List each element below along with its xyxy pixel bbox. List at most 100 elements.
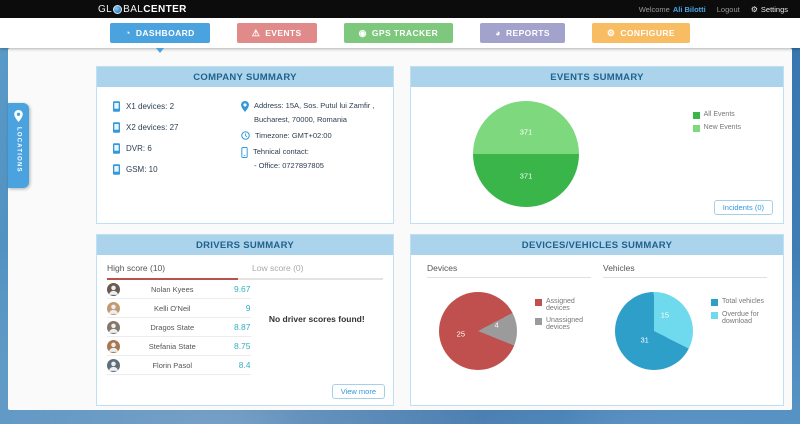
settings-label: Settings [760,4,788,14]
no-scores-message: No driver scores found! [268,313,365,324]
device-count-row: X1 devices: 2 [113,101,241,112]
dashboard-gauge-icon: ◔ [125,27,131,38]
nav-reports-button[interactable]: ◕ REPORTS [480,23,565,43]
nav-dashboard-label: DASHBOARD [135,28,195,38]
locations-side-tab[interactable]: LOCATIONS [8,103,29,188]
legend-item: Total vehicles [711,298,775,306]
low-score-empty-state: No driver scores found! [251,280,383,375]
device-icon [113,164,120,175]
view-more-button[interactable]: View more [331,384,385,399]
legend-label: New Events [703,124,741,131]
events-pie-chart: 371 371 [473,101,579,207]
map-pin-icon [241,101,249,112]
driver-row: Florin Pasol 8.4 [107,356,251,375]
logout-link[interactable]: Logout [716,4,740,14]
app-logo: GL BAL CENTER [98,4,187,15]
legend-swatch [535,318,542,325]
nav-events-button[interactable]: ⚠ EVENTS [236,23,317,43]
driver-row: Stefania State 8.75 [107,337,251,356]
driver-score: 8.87 [233,322,251,332]
pie-value-overdue: 15 [660,310,670,320]
legend-item: New Events [692,124,741,132]
warning-icon: ⚠ [251,27,261,38]
address-line1: Address: 15A, Sos. Putul lui Zamfir , [254,101,375,110]
driver-name: Dragos State [150,322,195,332]
legend-item: Overdue for download [711,311,775,325]
avatar [107,358,120,372]
contact-office: - Office: 0727897805 [254,161,324,170]
nav-gps-tracker-button[interactable]: ◉ GPS TRACKER [343,23,454,43]
device-count-label: DVR: 6 [126,144,152,153]
incidents-button[interactable]: Incidents (0) [713,200,773,215]
logo-text-bal: BAL [123,3,144,15]
topbar-user-area: Welcome Ali Bilotti Logout ⚙ Settings [639,5,788,14]
legend-label: Overdue for download [722,311,759,325]
logo-text-gl: GL [98,3,113,15]
nav-configure-button[interactable]: ⚙ CONFIGURE [591,23,690,43]
settings-link[interactable]: ⚙ Settings [751,5,788,14]
avatar [107,339,120,353]
devices-section: Devices 25 4 Assigned devices [421,263,597,378]
logo-text-center: CENTER [143,3,187,15]
tab-low-score[interactable]: Low score (0) [238,263,383,280]
pie-value-all-events: 371 [519,171,533,181]
vehicles-legend: Total vehicles Overdue for download [711,298,775,325]
globe-icon [113,4,123,14]
tab-high-score[interactable]: High score (10) [107,263,238,280]
devices-section-label: Devices [427,263,591,278]
drivers-summary-panel: DRIVERS SUMMARY High score (10) Low scor… [96,234,394,406]
legend-item: Unassigned devices [535,317,599,331]
driver-row: Dragos State 8.87 [107,318,251,337]
nav-dashboard-button[interactable]: ◔ DASHBOARD [110,23,210,53]
nav-configure-label: CONFIGURE [620,28,675,38]
report-chart-icon: ◕ [495,27,501,38]
pie-value-new-events: 371 [519,127,533,137]
device-count-row: DVR: 6 [113,143,241,154]
avatar [107,282,120,296]
welcome-user[interactable]: Welcome Ali Bilotti [639,5,706,14]
pie-value-assigned: 25 [456,329,465,339]
clock-icon [241,131,250,140]
driver-name: Nolan Kyees [150,284,194,294]
drivers-tabs: High score (10) Low score (0) [97,255,393,280]
legend-swatch [711,299,718,306]
legend-label: Unassigned devices [546,317,583,331]
nav-reports-label: REPORTS [506,28,550,38]
device-icon [113,101,120,112]
device-icon [113,122,120,133]
dashboard-surface: COMPANY SUMMARY X1 devices: 2 X2 devices… [8,48,792,410]
welcome-label: Welcome [638,4,670,14]
wrench-icon: ⚙ [750,4,758,14]
events-summary-panel: EVENTS SUMMARY 371 371 All Events New Ev… [410,66,784,224]
legend-label: All Events [703,111,735,118]
active-tab-caret-icon [155,48,164,53]
device-count-label: X2 devices: 27 [126,123,179,132]
address-line2: Bucharest, 70000, Romania [254,115,347,124]
company-summary-title: COMPANY SUMMARY [97,67,393,87]
device-count-label: GSM: 10 [126,165,158,174]
top-bar: GL BAL CENTER Welcome Ali Bilotti Logout… [0,0,800,18]
legend-swatch [692,112,700,119]
driver-score: 8.75 [233,341,251,351]
locations-tab-label: LOCATIONS [15,127,22,173]
contact-row: Tehnical contact: [241,147,383,158]
events-pie [473,101,579,207]
vehicles-section: Vehicles 15 31 Total vehicles [597,263,773,378]
configure-gear-icon: ⚙ [606,27,616,38]
driver-score: 9.67 [233,284,251,294]
gps-target-icon: ◉ [358,27,367,38]
drivers-summary-title: DRIVERS SUMMARY [97,235,393,255]
timezone-label: Timezone: GMT+02:00 [255,131,332,140]
events-legend: All Events New Events [692,111,741,132]
legend-item: All Events [692,111,741,119]
devices-vehicles-title: DEVICES/VEHICLES SUMMARY [411,235,783,255]
device-count-row: GSM: 10 [113,164,241,175]
avatar [107,320,120,334]
nav-events-label: EVENTS [265,28,302,38]
legend-label: Assigned devices [546,298,575,312]
device-icon [113,143,120,154]
device-count-label: X1 devices: 2 [126,102,175,111]
legend-swatch [711,312,718,319]
contact-title: Tehnical contact: [253,147,309,156]
main-nav: ◔ DASHBOARD ⚠ EVENTS ◉ GPS TRACKER ◕ REP… [0,18,800,53]
